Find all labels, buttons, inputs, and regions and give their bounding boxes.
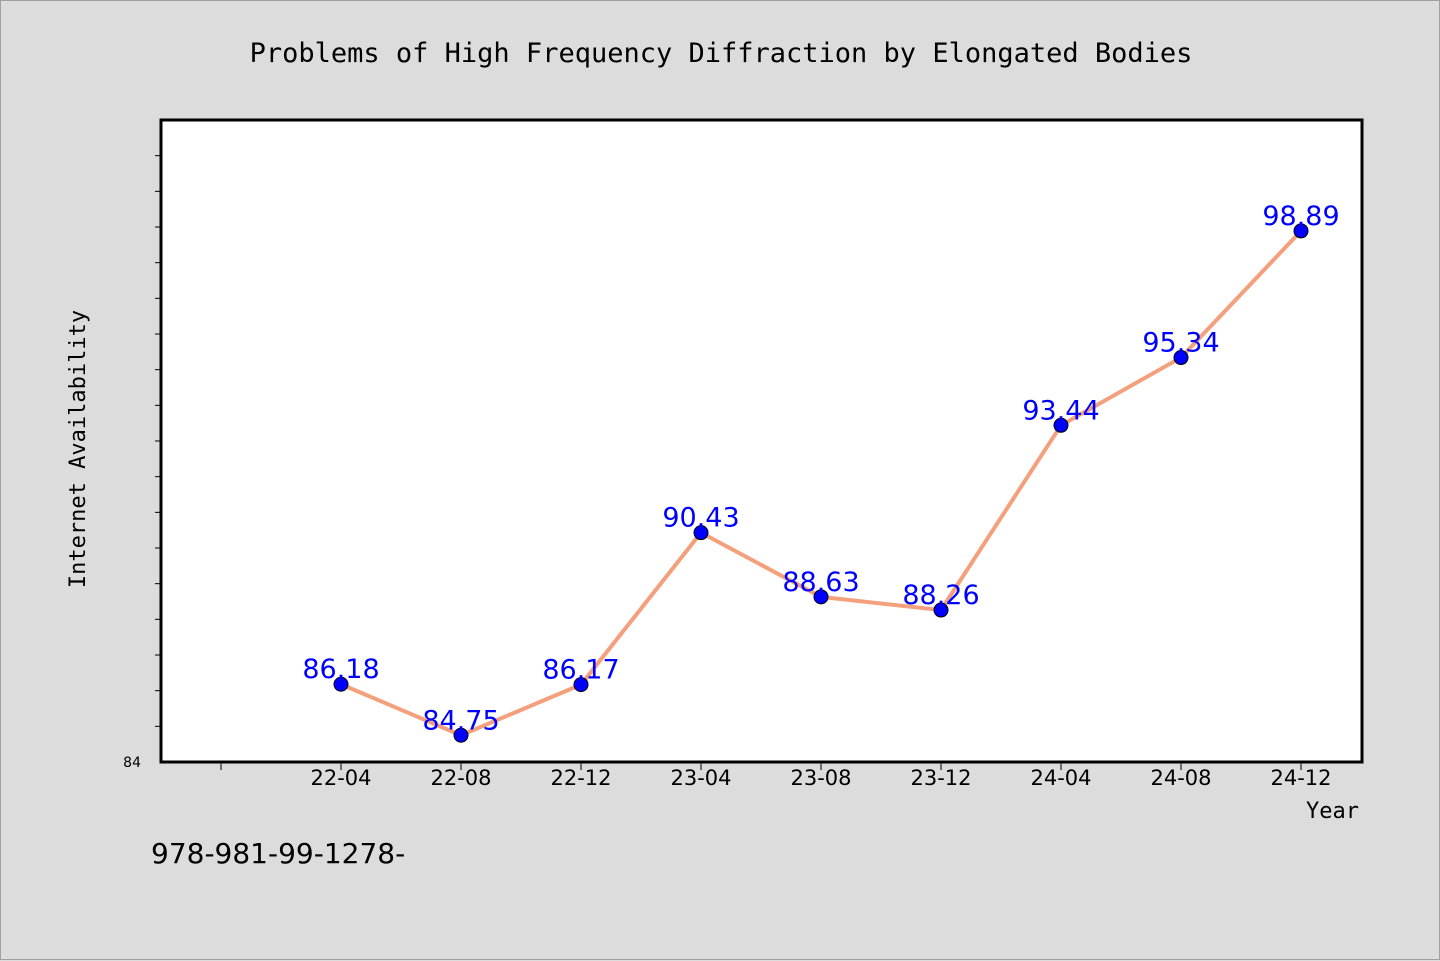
data-label: 98.89	[1262, 201, 1339, 232]
data-label: 95.34	[1142, 328, 1219, 359]
chart-title: Problems of High Frequency Diffraction b…	[250, 38, 1193, 69]
data-point	[933, 602, 949, 618]
x-tick-label: 24-12	[1270, 766, 1331, 790]
x-tick-label: 22-12	[550, 766, 611, 790]
plot-area	[159, 118, 1364, 764]
x-axis-label: Year	[1306, 799, 1359, 824]
data-label: 88.26	[902, 580, 979, 611]
data-point	[1293, 223, 1309, 239]
x-axis-ticks: 22-04 22-08 22-12 23-04 23-08 23-12 24-04 24-08…	[220, 762, 1332, 790]
data-point	[453, 727, 469, 743]
series-group: 86.18 84.75 86.17 90.43 88.63 88.26 93.44 95.34…	[302, 201, 1340, 743]
data-label: 86.18	[302, 654, 379, 685]
footer-isbn: 978-981-99-1278-	[151, 837, 405, 870]
x-tick-label: 23-12	[910, 766, 971, 790]
x-tick-label: 23-08	[790, 766, 851, 790]
data-point	[1173, 350, 1189, 366]
data-point	[693, 525, 709, 541]
y-axis-ticks	[155, 155, 161, 727]
x-tick-label: 22-04	[310, 766, 371, 790]
x-tick-label: 24-08	[1150, 766, 1211, 790]
data-point	[573, 677, 589, 693]
x-tick-label: 23-04	[670, 766, 731, 790]
x-tick-label: 24-04	[1030, 766, 1091, 790]
data-label: 93.44	[1022, 395, 1099, 426]
x-tick-label: 22-08	[430, 766, 491, 790]
data-label: 84.75	[422, 705, 499, 736]
data-label: 88.63	[782, 567, 859, 598]
data-label: 90.43	[662, 503, 739, 534]
data-point	[813, 589, 829, 605]
y-tick-label: 84	[123, 755, 141, 771]
data-point	[1053, 417, 1069, 433]
data-point	[333, 676, 349, 692]
data-label: 86.17	[542, 655, 619, 686]
y-axis-label: Internet Availability	[66, 310, 91, 588]
